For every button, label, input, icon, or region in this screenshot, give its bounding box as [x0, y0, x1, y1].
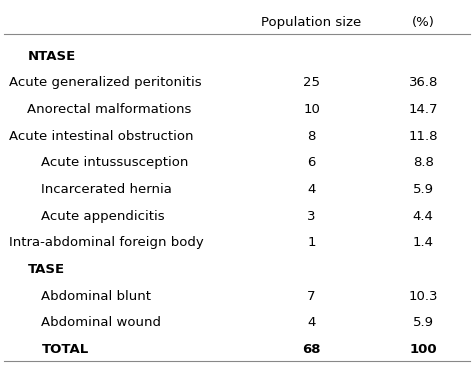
Text: 7: 7 [307, 290, 316, 303]
Text: Abdominal wound: Abdominal wound [41, 316, 162, 329]
Text: Acute generalized peritonitis: Acute generalized peritonitis [9, 77, 201, 89]
Text: 10: 10 [303, 103, 320, 116]
Text: 6: 6 [307, 156, 316, 170]
Text: Acute intussusception: Acute intussusception [41, 156, 189, 170]
Text: Acute intestinal obstruction: Acute intestinal obstruction [9, 130, 193, 143]
Text: 4.4: 4.4 [413, 210, 434, 223]
Text: Abdominal blunt: Abdominal blunt [41, 290, 151, 303]
Text: TOTAL: TOTAL [41, 343, 89, 356]
Text: 8.8: 8.8 [413, 156, 434, 170]
Text: 1.4: 1.4 [413, 236, 434, 249]
Text: TASE: TASE [27, 263, 64, 276]
Text: 100: 100 [410, 343, 437, 356]
Text: 14.7: 14.7 [409, 103, 438, 116]
Text: 5.9: 5.9 [413, 183, 434, 196]
Text: 5.9: 5.9 [413, 316, 434, 329]
Text: NTASE: NTASE [27, 50, 76, 63]
Text: Population size: Population size [261, 15, 362, 29]
Text: 4: 4 [307, 183, 316, 196]
Text: Intra-abdominal foreign body: Intra-abdominal foreign body [9, 236, 203, 249]
Text: Incarcerated hernia: Incarcerated hernia [41, 183, 172, 196]
Text: Anorectal malformations: Anorectal malformations [27, 103, 192, 116]
Text: 11.8: 11.8 [409, 130, 438, 143]
Text: Acute appendicitis: Acute appendicitis [41, 210, 165, 223]
Text: 25: 25 [303, 77, 320, 89]
Text: 8: 8 [307, 130, 316, 143]
Text: 10.3: 10.3 [409, 290, 438, 303]
Text: (%): (%) [412, 15, 435, 29]
Text: 4: 4 [307, 316, 316, 329]
Text: 68: 68 [302, 343, 321, 356]
Text: 3: 3 [307, 210, 316, 223]
Text: 36.8: 36.8 [409, 77, 438, 89]
Text: 1: 1 [307, 236, 316, 249]
